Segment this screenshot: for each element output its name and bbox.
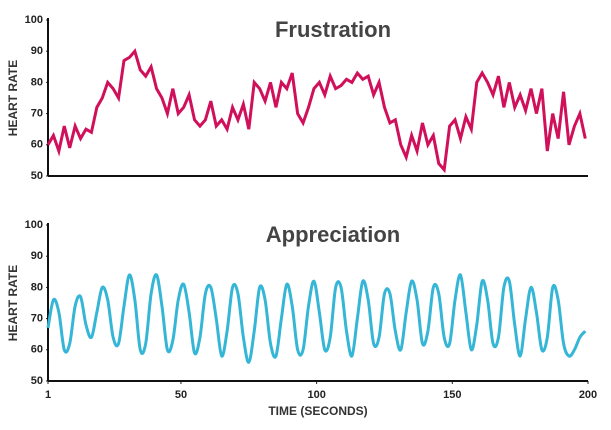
y-tick-label: 100	[25, 219, 43, 231]
y-tick-label: 100	[25, 14, 43, 26]
y-tick-label: 90	[31, 45, 43, 57]
y-tick-label: 50	[31, 170, 43, 182]
y-tick-label: 70	[31, 313, 43, 325]
y-tick-label: 60	[31, 139, 43, 151]
y-tick-label: 50	[31, 375, 43, 387]
x-tick-label: 1	[45, 389, 51, 401]
y-axis-label: HEART RATE	[6, 60, 20, 136]
y-axis-label: HEART RATE	[6, 265, 20, 341]
x-tick-label: 100	[307, 389, 325, 401]
chart-title: Appreciation	[266, 222, 400, 247]
chart-title: Frustration	[275, 17, 391, 42]
y-tick-label: 70	[31, 108, 43, 120]
x-tick-label: 200	[579, 389, 597, 401]
series-line	[46, 273, 587, 364]
y-tick-label: 80	[31, 76, 43, 88]
y-tick-label: 60	[31, 344, 43, 356]
series-line	[46, 48, 587, 174]
y-tick-label: 90	[31, 250, 43, 262]
y-tick-label: 80	[31, 281, 43, 293]
x-tick-label: 150	[443, 389, 461, 401]
x-tick-label: 50	[175, 389, 187, 401]
x-axis-label: TIME (SECONDS)	[268, 404, 367, 418]
